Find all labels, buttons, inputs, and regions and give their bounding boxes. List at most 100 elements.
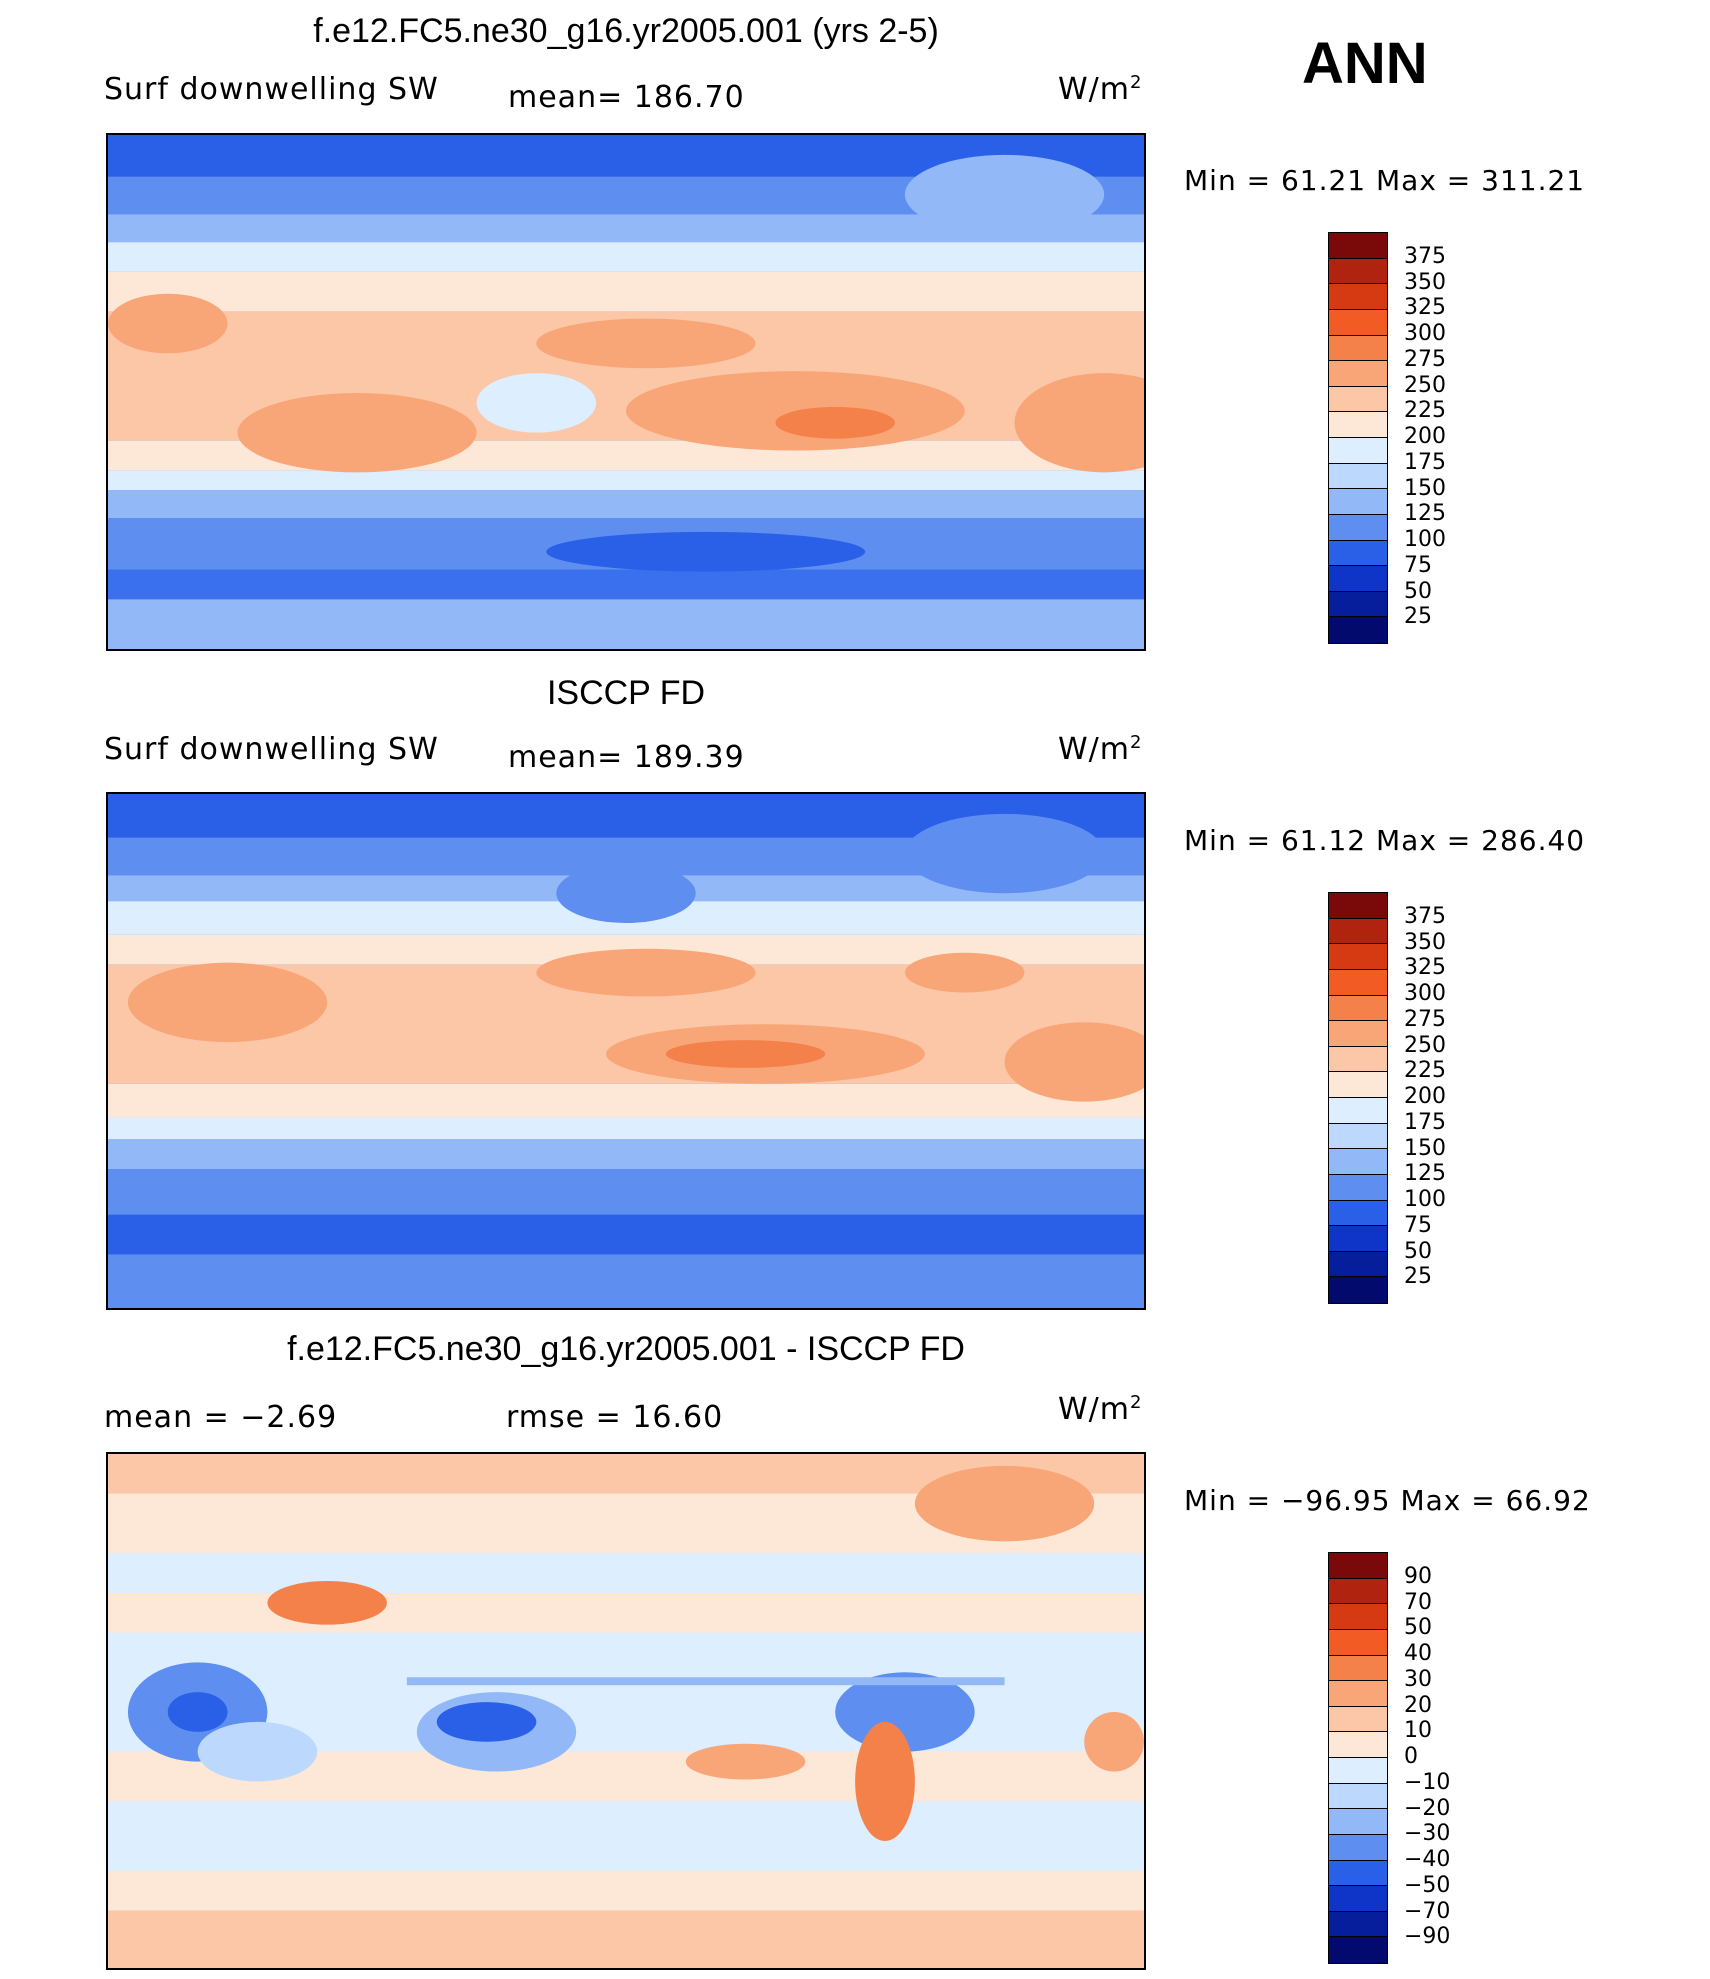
panel-1-map xyxy=(106,133,1146,651)
colorbar-tick-label: 225 xyxy=(1404,1058,1446,1084)
colorbar-tick-label: 25 xyxy=(1404,1264,1432,1290)
colorbar-cell xyxy=(1329,617,1387,643)
colorbar-cell xyxy=(1329,335,1387,362)
colorbar-cell xyxy=(1329,438,1387,464)
colorbar-cell xyxy=(1329,1123,1387,1150)
colorbar-cell xyxy=(1329,995,1387,1022)
colorbar-tick-label: 150 xyxy=(1404,1135,1446,1161)
colorbar-tick-label: 50 xyxy=(1404,578,1432,604)
colorbar-cell xyxy=(1329,1886,1387,1912)
panel-2-colorbar xyxy=(1328,892,1388,1304)
panel-3-units: W/m2 xyxy=(1058,1392,1143,1427)
colorbar-tick-label: 0 xyxy=(1404,1744,1418,1769)
colorbar-tick-label: 10 xyxy=(1404,1718,1432,1744)
colorbar-tick-label: 100 xyxy=(1404,527,1446,552)
colorbar-tick-label: −70 xyxy=(1404,1898,1451,1924)
colorbar-cell xyxy=(1329,1629,1387,1656)
colorbar-tick-label: 50 xyxy=(1404,1238,1432,1264)
colorbar-tick-label: 125 xyxy=(1404,1161,1446,1187)
colorbar-tick-label: 375 xyxy=(1404,243,1446,269)
colorbar-cell xyxy=(1329,1758,1387,1784)
colorbar-cell xyxy=(1329,1277,1387,1303)
colorbar-tick-label: 250 xyxy=(1404,1032,1446,1058)
colorbar-cell xyxy=(1329,1911,1387,1938)
colorbar-cell xyxy=(1329,1226,1387,1252)
colorbar-cell xyxy=(1329,1604,1387,1630)
colorbar-tick-label: −90 xyxy=(1404,1924,1451,1950)
panel-2-title: ISCCP FD xyxy=(546,674,706,712)
colorbar-cell xyxy=(1329,1732,1387,1758)
colorbar-tick-label: 325 xyxy=(1404,295,1446,321)
colorbar-tick-label: 250 xyxy=(1404,372,1446,398)
colorbar-cell xyxy=(1329,1200,1387,1227)
colorbar-tick-label: 75 xyxy=(1404,1212,1432,1238)
colorbar-cell xyxy=(1329,489,1387,515)
colorbar-cell xyxy=(1329,969,1387,996)
panel-1-colorbar xyxy=(1328,232,1388,644)
colorbar-tick-label: 350 xyxy=(1404,269,1446,295)
colorbar-cell xyxy=(1329,1072,1387,1098)
colorbar-cell xyxy=(1329,361,1387,387)
panel-2-units: W/m2 xyxy=(1058,732,1143,767)
colorbar-cell xyxy=(1329,1251,1387,1278)
colorbar-tick-label: 70 xyxy=(1404,1589,1432,1615)
colorbar-tick-label: 350 xyxy=(1404,929,1446,955)
colorbar-cell xyxy=(1329,566,1387,592)
panel-1-units: W/m2 xyxy=(1058,72,1143,107)
colorbar-tick-label: 75 xyxy=(1404,552,1432,578)
panel-1-variable-label: Surf downwelling SW xyxy=(104,72,439,107)
colorbar-cell xyxy=(1329,463,1387,490)
colorbar-tick-label: −30 xyxy=(1404,1821,1451,1847)
season-label: ANN xyxy=(1302,31,1428,96)
colorbar-tick-label: 200 xyxy=(1404,1084,1446,1109)
panel-1-mean-label: mean= 186.70 xyxy=(508,80,745,115)
colorbar-tick-label: −50 xyxy=(1404,1872,1451,1898)
colorbar-cell xyxy=(1329,1046,1387,1073)
colorbar-cell xyxy=(1329,1655,1387,1682)
colorbar-tick-label: 200 xyxy=(1404,424,1446,449)
colorbar-tick-label: −10 xyxy=(1404,1769,1451,1795)
colorbar-cell xyxy=(1329,1681,1387,1707)
colorbar-tick-label: 175 xyxy=(1404,449,1446,475)
panel-1-minmax: Min = 61.21 Max = 311.21 xyxy=(1184,164,1586,197)
colorbar-cell xyxy=(1329,309,1387,336)
colorbar-cell xyxy=(1329,514,1387,541)
panel-3-map xyxy=(106,1452,1146,1970)
colorbar-cell xyxy=(1329,1860,1387,1887)
panel-3-mean-label: mean = −2.69 xyxy=(104,1400,338,1435)
colorbar-tick-label: 225 xyxy=(1404,398,1446,424)
colorbar-cell xyxy=(1329,1553,1387,1579)
colorbar-tick-label: 50 xyxy=(1404,1615,1432,1641)
colorbar-cell xyxy=(1329,944,1387,970)
colorbar-tick-label: −20 xyxy=(1404,1795,1451,1821)
colorbar-cell xyxy=(1329,1834,1387,1861)
colorbar-cell xyxy=(1329,591,1387,618)
colorbar-cell xyxy=(1329,412,1387,438)
panel-1-title: f.e12.FC5.ne30_g16.yr2005.001 (yrs 2-5) xyxy=(313,12,939,50)
colorbar-tick-label: 175 xyxy=(1404,1109,1446,1135)
colorbar-tick-label: 150 xyxy=(1404,475,1446,501)
colorbar-cell xyxy=(1329,1174,1387,1201)
colorbar-cell xyxy=(1329,1149,1387,1175)
colorbar-tick-label: 90 xyxy=(1404,1563,1432,1589)
panel-3-title: f.e12.FC5.ne30_g16.yr2005.001 - ISCCP FD xyxy=(287,1330,965,1368)
colorbar-tick-label: 125 xyxy=(1404,501,1446,527)
colorbar-tick-label: 20 xyxy=(1404,1692,1432,1718)
colorbar-cell xyxy=(1329,1706,1387,1733)
colorbar-tick-label: 30 xyxy=(1404,1666,1432,1692)
colorbar-cell xyxy=(1329,540,1387,567)
panel-2-mean-label: mean= 189.39 xyxy=(508,740,745,775)
colorbar-cell xyxy=(1329,1809,1387,1835)
colorbar-cell xyxy=(1329,1937,1387,1963)
panel-2-map xyxy=(106,792,1146,1310)
colorbar-cell xyxy=(1329,1021,1387,1047)
panel-3-minmax: Min = −96.95 Max = 66.92 xyxy=(1184,1484,1591,1517)
colorbar-tick-label: 275 xyxy=(1404,346,1446,372)
colorbar-tick-label: 40 xyxy=(1404,1641,1432,1666)
colorbar-cell xyxy=(1329,1098,1387,1124)
colorbar-cell xyxy=(1329,233,1387,259)
colorbar-tick-label: 300 xyxy=(1404,981,1446,1006)
colorbar-cell xyxy=(1329,918,1387,945)
panel-2-variable-label: Surf downwelling SW xyxy=(104,732,439,767)
colorbar-tick-label: 25 xyxy=(1404,604,1432,630)
